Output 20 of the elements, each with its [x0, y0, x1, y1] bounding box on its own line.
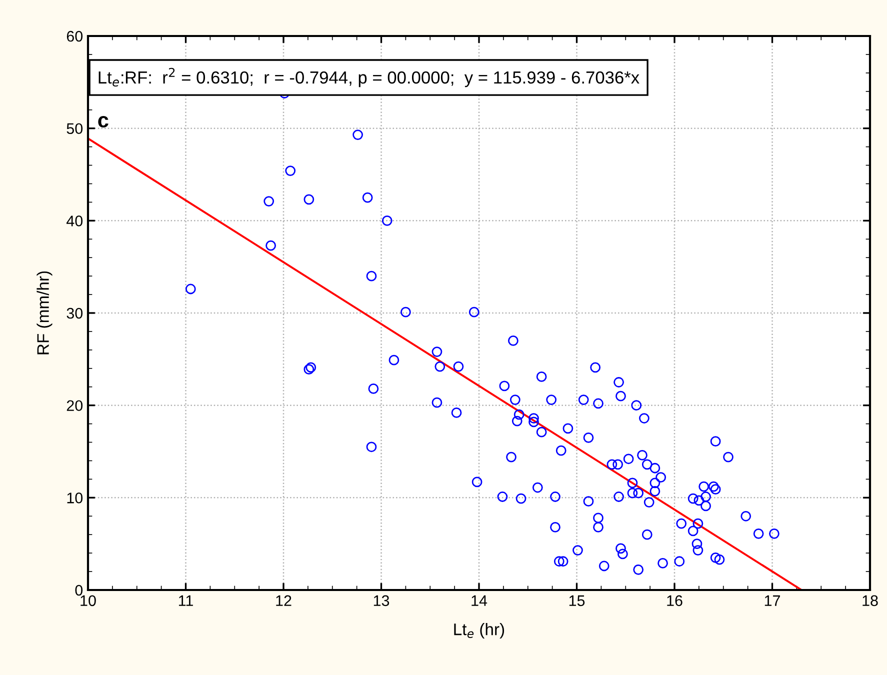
y-tick-label: 20 [66, 400, 83, 412]
y-axis-title: RF (mm/hr) [36, 271, 52, 354]
annotation: c [98, 116, 108, 128]
x-tick-label: 17 [764, 595, 780, 606]
y-tick-label: 0 [75, 584, 83, 596]
x-tick-label: 10 [80, 595, 96, 606]
x-tick-label: 18 [862, 595, 878, 606]
y-tick-label: 40 [66, 216, 83, 226]
y-tick-label: 60 [66, 30, 83, 42]
x-tick-label: 11 [178, 595, 193, 606]
annotation: Lt$_{e}$:RF: r$^{2}$ = 0.6310; r = -0.7944, p = 00.0000; y = 115.939 - 6.7036*x [98, 68, 640, 88]
x-tick-label: 12 [276, 595, 292, 606]
x-tick-label: 13 [374, 595, 390, 606]
y-tick-label: 50 [66, 123, 83, 134]
y-tick-label: 30 [66, 308, 83, 319]
x-axis-title: Lt$_{e}$ (hr) [454, 622, 504, 639]
x-tick-label: 16 [667, 595, 682, 606]
x-tick-label: 14 [472, 595, 488, 606]
x-tick-label: 15 [569, 595, 585, 606]
y-tick-label: 10 [67, 492, 83, 504]
